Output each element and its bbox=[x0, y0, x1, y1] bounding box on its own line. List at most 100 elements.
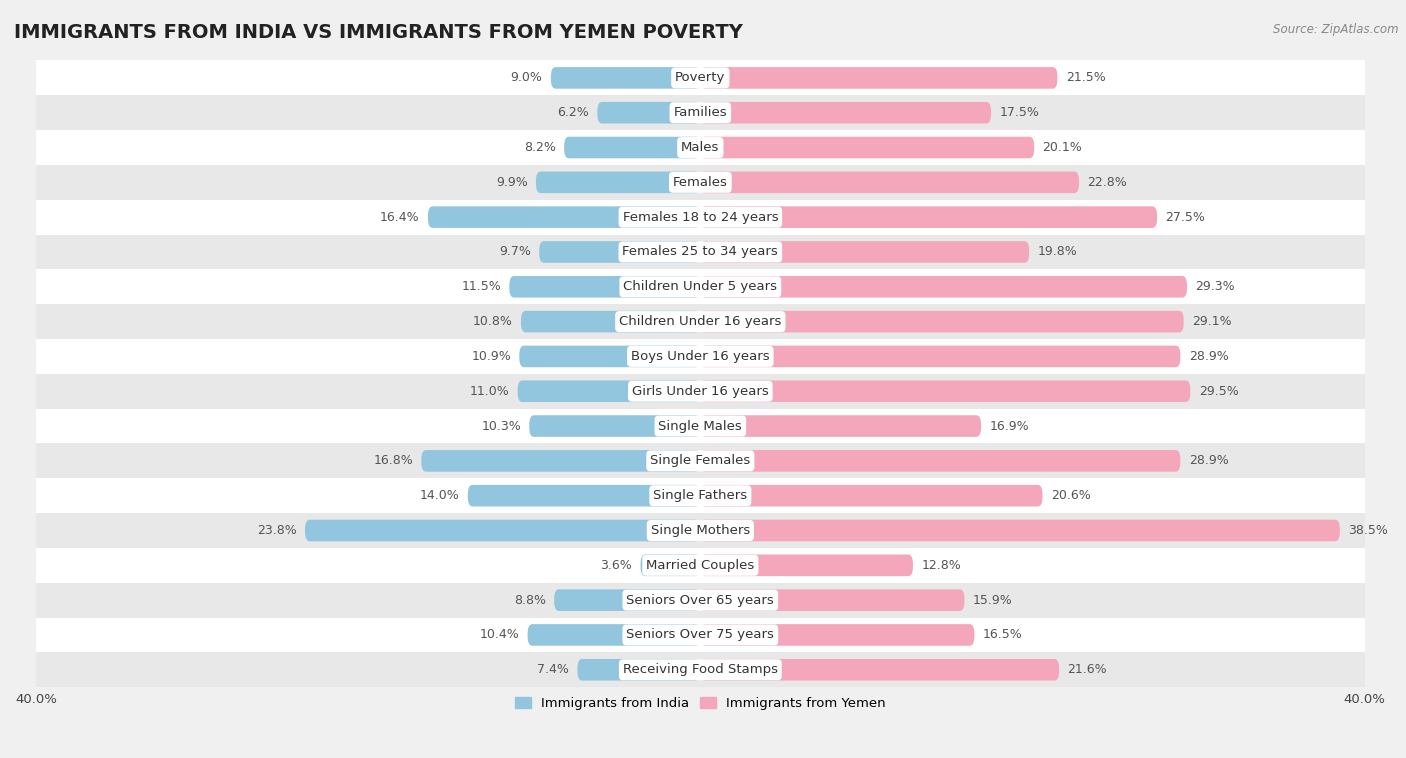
Bar bbox=[37, 61, 1365, 96]
FancyBboxPatch shape bbox=[700, 415, 981, 437]
FancyBboxPatch shape bbox=[700, 67, 1057, 89]
Text: 28.9%: 28.9% bbox=[1188, 454, 1229, 468]
Text: 16.8%: 16.8% bbox=[373, 454, 413, 468]
Text: 11.0%: 11.0% bbox=[470, 385, 509, 398]
Text: 21.5%: 21.5% bbox=[1066, 71, 1105, 84]
Text: 21.6%: 21.6% bbox=[1067, 663, 1107, 676]
FancyBboxPatch shape bbox=[700, 241, 1029, 263]
Text: 28.9%: 28.9% bbox=[1188, 350, 1229, 363]
Text: Females 18 to 24 years: Females 18 to 24 years bbox=[623, 211, 778, 224]
Bar bbox=[37, 443, 1365, 478]
Bar bbox=[37, 583, 1365, 618]
Text: Source: ZipAtlas.com: Source: ZipAtlas.com bbox=[1274, 23, 1399, 36]
Text: 29.1%: 29.1% bbox=[1192, 315, 1232, 328]
Text: 7.4%: 7.4% bbox=[537, 663, 569, 676]
Text: Single Females: Single Females bbox=[650, 454, 751, 468]
FancyBboxPatch shape bbox=[598, 102, 700, 124]
Text: Poverty: Poverty bbox=[675, 71, 725, 84]
FancyBboxPatch shape bbox=[700, 171, 1078, 193]
FancyBboxPatch shape bbox=[468, 485, 700, 506]
Bar bbox=[37, 513, 1365, 548]
Text: 19.8%: 19.8% bbox=[1038, 246, 1077, 258]
FancyBboxPatch shape bbox=[700, 346, 1181, 367]
Text: Children Under 5 years: Children Under 5 years bbox=[623, 280, 778, 293]
FancyBboxPatch shape bbox=[427, 206, 700, 228]
FancyBboxPatch shape bbox=[536, 171, 700, 193]
Text: 29.3%: 29.3% bbox=[1195, 280, 1234, 293]
Text: Seniors Over 75 years: Seniors Over 75 years bbox=[627, 628, 775, 641]
FancyBboxPatch shape bbox=[700, 381, 1191, 402]
Text: 15.9%: 15.9% bbox=[973, 594, 1012, 606]
FancyBboxPatch shape bbox=[509, 276, 700, 298]
Text: 9.7%: 9.7% bbox=[499, 246, 531, 258]
FancyBboxPatch shape bbox=[641, 555, 700, 576]
Bar bbox=[37, 165, 1365, 200]
FancyBboxPatch shape bbox=[700, 102, 991, 124]
Bar bbox=[37, 130, 1365, 165]
Text: Families: Families bbox=[673, 106, 727, 119]
FancyBboxPatch shape bbox=[700, 555, 912, 576]
Text: 8.8%: 8.8% bbox=[513, 594, 546, 606]
FancyBboxPatch shape bbox=[527, 624, 700, 646]
Bar bbox=[37, 653, 1365, 688]
FancyBboxPatch shape bbox=[700, 206, 1157, 228]
Legend: Immigrants from India, Immigrants from Yemen: Immigrants from India, Immigrants from Y… bbox=[509, 691, 891, 715]
Text: 14.0%: 14.0% bbox=[420, 489, 460, 503]
Text: 3.6%: 3.6% bbox=[600, 559, 633, 572]
Text: Children Under 16 years: Children Under 16 years bbox=[619, 315, 782, 328]
Text: 38.5%: 38.5% bbox=[1348, 524, 1388, 537]
Text: Seniors Over 65 years: Seniors Over 65 years bbox=[627, 594, 775, 606]
Text: 23.8%: 23.8% bbox=[257, 524, 297, 537]
FancyBboxPatch shape bbox=[700, 485, 1042, 506]
Text: 16.4%: 16.4% bbox=[380, 211, 419, 224]
Bar bbox=[37, 96, 1365, 130]
Text: Females 25 to 34 years: Females 25 to 34 years bbox=[623, 246, 778, 258]
Text: 10.4%: 10.4% bbox=[479, 628, 519, 641]
FancyBboxPatch shape bbox=[305, 520, 700, 541]
FancyBboxPatch shape bbox=[700, 589, 965, 611]
FancyBboxPatch shape bbox=[522, 311, 700, 333]
Bar bbox=[37, 478, 1365, 513]
Bar bbox=[37, 200, 1365, 234]
FancyBboxPatch shape bbox=[700, 311, 1184, 333]
Text: 11.5%: 11.5% bbox=[461, 280, 501, 293]
Text: 6.2%: 6.2% bbox=[557, 106, 589, 119]
Text: 22.8%: 22.8% bbox=[1087, 176, 1128, 189]
Bar bbox=[37, 304, 1365, 339]
Text: Single Males: Single Males bbox=[658, 419, 742, 433]
Text: 10.9%: 10.9% bbox=[471, 350, 510, 363]
Bar bbox=[37, 409, 1365, 443]
FancyBboxPatch shape bbox=[564, 136, 700, 158]
Text: 9.0%: 9.0% bbox=[510, 71, 543, 84]
Text: 8.2%: 8.2% bbox=[524, 141, 555, 154]
Bar bbox=[37, 374, 1365, 409]
FancyBboxPatch shape bbox=[517, 381, 700, 402]
Text: 16.5%: 16.5% bbox=[983, 628, 1022, 641]
Text: Girls Under 16 years: Girls Under 16 years bbox=[631, 385, 769, 398]
FancyBboxPatch shape bbox=[700, 276, 1187, 298]
Text: Single Mothers: Single Mothers bbox=[651, 524, 749, 537]
Text: Single Fathers: Single Fathers bbox=[654, 489, 748, 503]
Bar bbox=[37, 234, 1365, 269]
Bar bbox=[37, 618, 1365, 653]
Text: 10.8%: 10.8% bbox=[472, 315, 513, 328]
Text: 9.9%: 9.9% bbox=[496, 176, 527, 189]
FancyBboxPatch shape bbox=[578, 659, 700, 681]
Bar bbox=[37, 339, 1365, 374]
Text: 20.6%: 20.6% bbox=[1050, 489, 1091, 503]
Text: 16.9%: 16.9% bbox=[990, 419, 1029, 433]
Text: Females: Females bbox=[673, 176, 728, 189]
FancyBboxPatch shape bbox=[554, 589, 700, 611]
Text: 12.8%: 12.8% bbox=[921, 559, 962, 572]
FancyBboxPatch shape bbox=[540, 241, 700, 263]
FancyBboxPatch shape bbox=[529, 415, 700, 437]
Text: Receiving Food Stamps: Receiving Food Stamps bbox=[623, 663, 778, 676]
FancyBboxPatch shape bbox=[700, 624, 974, 646]
FancyBboxPatch shape bbox=[422, 450, 700, 471]
Text: IMMIGRANTS FROM INDIA VS IMMIGRANTS FROM YEMEN POVERTY: IMMIGRANTS FROM INDIA VS IMMIGRANTS FROM… bbox=[14, 23, 742, 42]
FancyBboxPatch shape bbox=[700, 659, 1059, 681]
Text: Males: Males bbox=[681, 141, 720, 154]
Bar bbox=[37, 269, 1365, 304]
FancyBboxPatch shape bbox=[551, 67, 700, 89]
Bar bbox=[37, 548, 1365, 583]
